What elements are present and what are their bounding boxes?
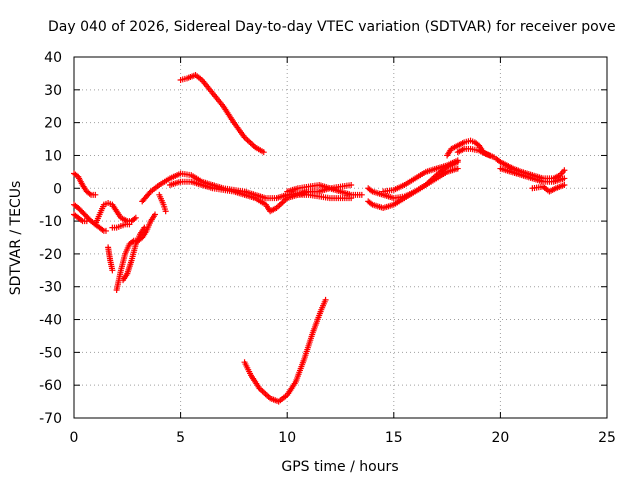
data-point bbox=[83, 218, 90, 225]
data-point bbox=[152, 211, 159, 218]
data-point bbox=[322, 296, 329, 303]
y-tick-label: -20 bbox=[39, 247, 62, 263]
data-points bbox=[71, 72, 568, 405]
y-tick-label: 40 bbox=[44, 50, 62, 66]
y-axis-label: SDTVAR / TECUs bbox=[8, 181, 24, 296]
x-tick-label: 15 bbox=[385, 430, 403, 446]
data-point bbox=[454, 157, 461, 164]
x-tick-label: 10 bbox=[278, 430, 296, 446]
data-point bbox=[561, 181, 568, 188]
y-tick-label: -40 bbox=[39, 313, 62, 329]
data-point bbox=[132, 214, 139, 221]
plot-frame bbox=[73, 56, 608, 419]
data-point bbox=[141, 224, 148, 231]
y-tick-label: -70 bbox=[39, 411, 62, 427]
data-point bbox=[348, 181, 355, 188]
data-point bbox=[348, 195, 355, 202]
data-point bbox=[102, 227, 109, 234]
y-tick-label: 20 bbox=[44, 116, 62, 132]
x-tick-label: 25 bbox=[598, 430, 616, 446]
data-point bbox=[162, 208, 169, 215]
y-tick-label: -50 bbox=[39, 345, 62, 361]
data-point bbox=[109, 267, 116, 274]
y-tick-label: 10 bbox=[44, 148, 62, 164]
y-tick-label: -10 bbox=[39, 214, 62, 230]
x-tick-label: 0 bbox=[70, 430, 79, 446]
y-tick-label: 30 bbox=[44, 83, 62, 99]
data-point bbox=[126, 221, 133, 228]
data-point bbox=[561, 167, 568, 174]
chart-title: Day 040 of 2026, Sidereal Day-to-day VTE… bbox=[48, 19, 616, 35]
y-tick-label: -60 bbox=[39, 378, 62, 394]
data-point bbox=[92, 191, 99, 198]
x-axis-label: GPS time / hours bbox=[281, 459, 398, 475]
y-tick-label: -30 bbox=[39, 280, 62, 296]
data-point bbox=[358, 191, 365, 198]
axis-ticks: 0 5 10 15 20 25 40 30 20 10 0 -10 -20 -30 -40 -50 -60 -70 bbox=[39, 50, 616, 446]
x-tick-label: 20 bbox=[491, 430, 509, 446]
data-point bbox=[454, 165, 461, 172]
grid-lines bbox=[74, 57, 607, 418]
data-point bbox=[561, 175, 568, 182]
x-tick-label: 5 bbox=[176, 430, 185, 446]
y-tick-label: 0 bbox=[53, 181, 62, 197]
data-point bbox=[260, 149, 267, 156]
